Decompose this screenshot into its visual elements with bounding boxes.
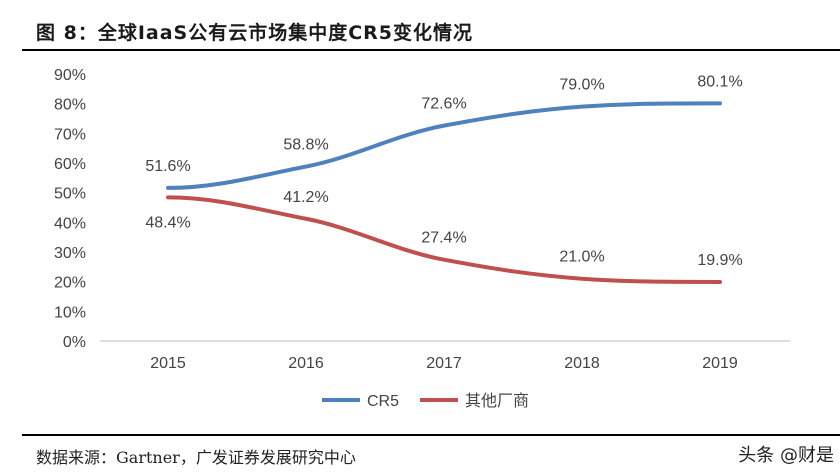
data-label: 27.4%: [421, 230, 466, 247]
watermark: 头条 @财是: [738, 445, 834, 466]
x-tick-label: 2018: [564, 355, 600, 372]
y-tick-label: 50%: [54, 186, 86, 203]
figure-title: 图 8：全球IaaS公有云市场集中度CR5变化情况: [36, 22, 474, 44]
y-tick-label: 90%: [54, 67, 86, 84]
data-label: 51.6%: [145, 158, 190, 175]
y-tick-label: 10%: [54, 304, 86, 321]
y-tick-label: 40%: [54, 215, 86, 232]
data-label: 79.0%: [559, 77, 604, 94]
y-tick-label: 20%: [54, 275, 86, 292]
source-note: 数据来源：Gartner，广发证券发展研究中心: [36, 448, 356, 467]
data-label: 72.6%: [421, 96, 466, 113]
y-tick-label: 80%: [54, 97, 86, 114]
y-tick-label: 60%: [54, 156, 86, 173]
data-label: 48.4%: [145, 214, 190, 231]
y-tick-label: 30%: [54, 245, 86, 262]
x-tick-label: 2017: [426, 355, 462, 372]
legend-label: 其他厂商: [465, 392, 529, 410]
legend-label: CR5: [367, 393, 399, 410]
data-label: 21.0%: [559, 249, 604, 266]
x-tick-label: 2019: [702, 355, 738, 372]
x-tick-label: 2015: [150, 355, 186, 372]
y-tick-label: 0%: [63, 334, 86, 351]
data-label: 41.2%: [283, 189, 328, 206]
x-tick-label: 2016: [288, 355, 324, 372]
data-label: 19.9%: [697, 252, 742, 269]
bottom-rule: [22, 434, 840, 436]
data-label: 80.1%: [697, 73, 742, 90]
series-line-1: [166, 101, 722, 190]
data-label: 58.8%: [283, 137, 328, 154]
y-tick-label: 70%: [54, 126, 86, 143]
top-rule: [22, 49, 840, 51]
